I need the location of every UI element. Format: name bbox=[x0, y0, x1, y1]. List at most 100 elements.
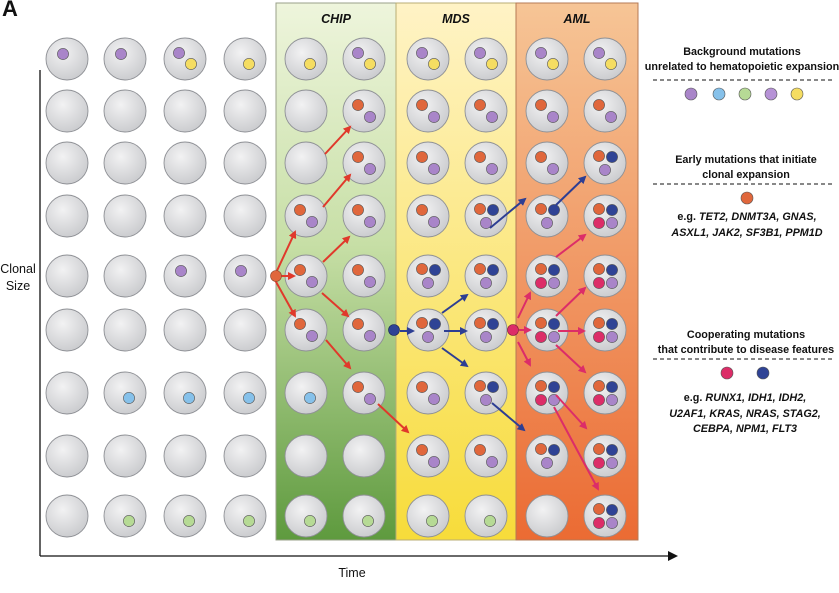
cell-body bbox=[406, 371, 450, 415]
cell bbox=[163, 371, 207, 415]
yellow-mutation-dot bbox=[605, 58, 617, 70]
purple-mutation-dot bbox=[547, 163, 559, 175]
cooperating-arrow bbox=[441, 293, 469, 314]
cell-body bbox=[163, 434, 207, 478]
cell-body bbox=[223, 308, 267, 352]
cell bbox=[163, 141, 207, 185]
orange-mutation-dot bbox=[593, 443, 605, 455]
early-arrow bbox=[377, 403, 410, 434]
purple-mutation-dot bbox=[306, 216, 318, 228]
cell bbox=[525, 37, 569, 81]
purple-mutation-dot bbox=[480, 217, 492, 229]
cell bbox=[342, 37, 386, 81]
cell bbox=[464, 89, 508, 133]
cell-body bbox=[525, 434, 569, 478]
navy-mutation-dot bbox=[606, 318, 618, 330]
cell bbox=[284, 141, 328, 185]
cell bbox=[342, 371, 386, 415]
cell-body bbox=[45, 308, 89, 352]
cell bbox=[464, 494, 508, 538]
purple-mutation-dot bbox=[364, 163, 376, 175]
legend-background-line2: unrelated to hematopoietic expansion bbox=[644, 61, 839, 73]
cell-body bbox=[583, 89, 627, 133]
purple-mutation-dot bbox=[606, 277, 618, 289]
cell bbox=[103, 89, 147, 133]
purple-mutation-dot bbox=[416, 47, 428, 59]
cell bbox=[284, 308, 328, 352]
purple-mutation-dot bbox=[541, 457, 553, 469]
background-mutation-dot bbox=[790, 87, 804, 101]
cell bbox=[342, 89, 386, 133]
cell-body bbox=[464, 371, 508, 415]
purple-mutation-dot bbox=[364, 393, 376, 405]
green-mutation-dot bbox=[123, 515, 135, 527]
background-mutation-dots bbox=[684, 87, 804, 101]
orange-mutation-dot bbox=[593, 203, 605, 215]
purple-mutation-dot bbox=[605, 111, 617, 123]
blue-mutation-dot bbox=[304, 392, 316, 404]
cell-body bbox=[163, 308, 207, 352]
cell-body bbox=[525, 194, 569, 238]
blue-mutation-dot bbox=[183, 392, 195, 404]
cell bbox=[406, 37, 450, 81]
cell bbox=[45, 308, 89, 352]
cell bbox=[464, 371, 508, 415]
purple-mutation-dot bbox=[364, 330, 376, 342]
cell bbox=[284, 194, 328, 238]
cell-body bbox=[406, 141, 450, 185]
cell-body bbox=[342, 371, 386, 415]
cell bbox=[223, 141, 267, 185]
cell-body bbox=[45, 434, 89, 478]
y-axis-label-line1: Clonal bbox=[0, 262, 36, 276]
cell bbox=[583, 37, 627, 81]
cell bbox=[525, 141, 569, 185]
cell bbox=[45, 141, 89, 185]
cell-body bbox=[45, 371, 89, 415]
cell-body bbox=[45, 194, 89, 238]
cell-body bbox=[525, 37, 569, 81]
cell bbox=[284, 37, 328, 81]
cell bbox=[223, 254, 267, 298]
blue-mutation-dot bbox=[123, 392, 135, 404]
navy-mutation-dot bbox=[548, 381, 560, 393]
orange-mutation-dot bbox=[474, 99, 486, 111]
cell-body bbox=[103, 494, 147, 538]
legend-cooperating-example-line1: RUNX1, IDH1, IDH2, bbox=[705, 392, 807, 404]
cell-body bbox=[342, 494, 386, 538]
purple-mutation-dot bbox=[428, 111, 440, 123]
phase-label-mds: MDS bbox=[442, 12, 470, 26]
cooperating-arrow-pink bbox=[553, 406, 599, 491]
cell-body bbox=[406, 89, 450, 133]
purple-mutation-dot bbox=[428, 163, 440, 175]
pink-mutation-dot bbox=[593, 217, 605, 229]
orange-mutation-dot bbox=[474, 203, 486, 215]
orange-mutation-dot bbox=[352, 381, 364, 393]
cell-body bbox=[284, 308, 328, 352]
cooperating-mutation-dot-navy bbox=[756, 366, 770, 380]
legend-early-examples: e.g. TET2, DNMT3A, GNAS, ASXL1, JAK2, SF… bbox=[652, 210, 839, 241]
purple-mutation-dot bbox=[235, 265, 247, 277]
cell bbox=[223, 89, 267, 133]
cell bbox=[406, 371, 450, 415]
cell-body bbox=[45, 37, 89, 81]
cell bbox=[525, 254, 569, 298]
cell-body bbox=[525, 141, 569, 185]
legend-early-example-prefix: e.g. bbox=[677, 211, 700, 223]
cell-body bbox=[464, 37, 508, 81]
cell bbox=[525, 494, 569, 538]
purple-mutation-dot bbox=[535, 47, 547, 59]
yellow-mutation-dot bbox=[364, 58, 376, 70]
cell bbox=[583, 434, 627, 478]
cell bbox=[583, 194, 627, 238]
cell-body bbox=[103, 434, 147, 478]
cell bbox=[45, 371, 89, 415]
cell bbox=[103, 37, 147, 81]
cell-body bbox=[103, 371, 147, 415]
purple-mutation-dot bbox=[364, 216, 376, 228]
purple-mutation-dot bbox=[606, 457, 618, 469]
purple-mutation-dot bbox=[428, 393, 440, 405]
navy-mutation-dot bbox=[429, 318, 441, 330]
green-mutation-dot bbox=[484, 515, 496, 527]
yellow-mutation-dot bbox=[486, 58, 498, 70]
legend-cooperating-example-line2: U2AF1, KRAS, NRAS, STAG2, bbox=[669, 407, 821, 420]
